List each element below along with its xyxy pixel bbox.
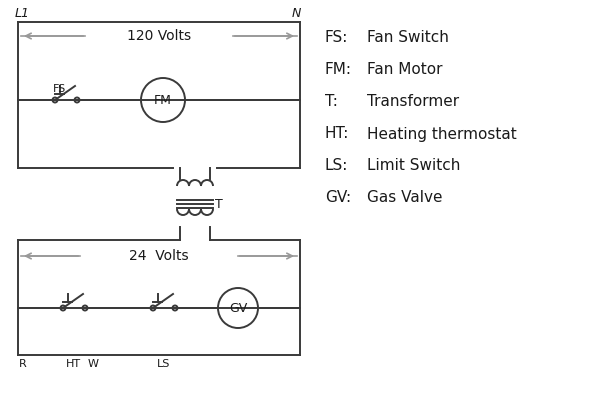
Text: Gas Valve: Gas Valve — [367, 190, 442, 206]
Text: LS:: LS: — [325, 158, 348, 174]
Text: Fan Switch: Fan Switch — [367, 30, 449, 46]
Text: Transformer: Transformer — [367, 94, 459, 110]
Text: 120 Volts: 120 Volts — [127, 29, 191, 43]
Text: HT: HT — [65, 359, 81, 369]
Text: 24  Volts: 24 Volts — [129, 249, 189, 263]
Text: W: W — [88, 359, 99, 369]
Text: T:: T: — [325, 94, 338, 110]
Text: GV:: GV: — [325, 190, 351, 206]
Text: L1: L1 — [15, 7, 30, 20]
Text: N: N — [292, 7, 301, 20]
Text: FS:: FS: — [325, 30, 348, 46]
Text: R: R — [19, 359, 27, 369]
Text: Limit Switch: Limit Switch — [367, 158, 460, 174]
Text: T: T — [215, 198, 223, 210]
Text: FS: FS — [53, 84, 66, 94]
Text: FM:: FM: — [325, 62, 352, 78]
Text: FM: FM — [154, 94, 172, 106]
Text: HT:: HT: — [325, 126, 349, 142]
Text: Heating thermostat: Heating thermostat — [367, 126, 517, 142]
Text: LS: LS — [158, 359, 171, 369]
Text: Fan Motor: Fan Motor — [367, 62, 442, 78]
Text: GV: GV — [229, 302, 247, 314]
